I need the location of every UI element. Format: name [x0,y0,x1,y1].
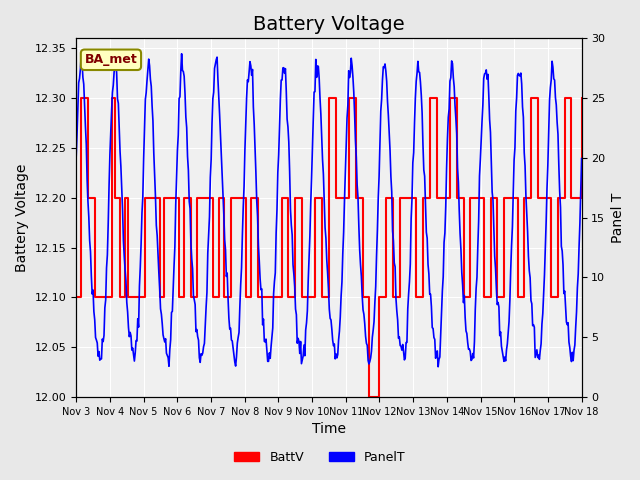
PanelT [72,155,80,161]
BattV [578,95,586,101]
Title: Battery Voltage: Battery Voltage [253,15,404,34]
PanelT [162,336,170,342]
PanelT [578,156,586,161]
PanelT [203,289,211,295]
PanelT [178,51,186,57]
Line: PanelT: PanelT [76,54,582,367]
PanelT [302,327,310,333]
PanelT [371,300,379,305]
Text: BA_met: BA_met [84,53,138,66]
X-axis label: Time: Time [312,422,346,436]
PanelT [454,180,462,185]
Y-axis label: Panel T: Panel T [611,192,625,243]
BattV [140,294,147,300]
Line: BattV: BattV [76,98,582,397]
BattV [365,394,373,400]
BattV [77,95,85,101]
PanelT [411,119,419,125]
BattV [246,294,253,300]
BattV [230,195,238,201]
Legend: BattV, PanelT: BattV, PanelT [229,446,411,469]
BattV [72,294,80,300]
BattV [386,195,394,201]
Y-axis label: Battery Voltage: Battery Voltage [15,164,29,272]
BattV [467,195,474,201]
PanelT [435,364,442,370]
BattV [291,195,299,201]
